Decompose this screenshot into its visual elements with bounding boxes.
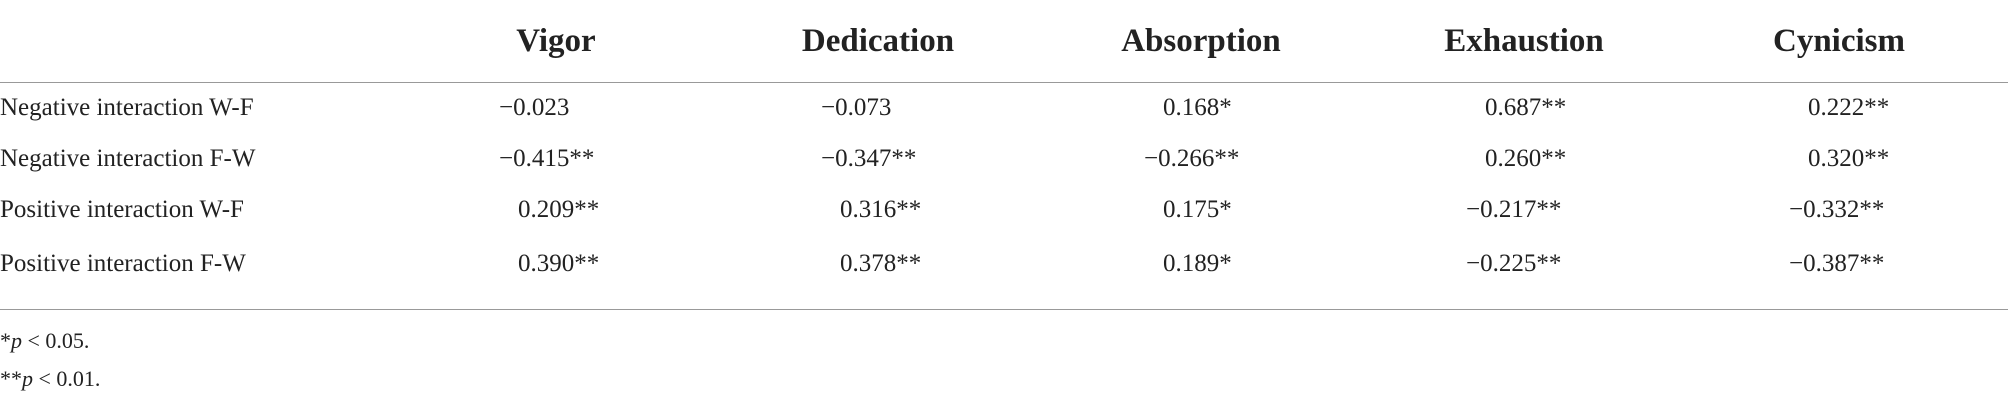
column-header: Dedication xyxy=(801,23,955,59)
cell: −0.023 xyxy=(499,94,570,121)
footnote-marker: ** xyxy=(0,366,22,391)
row-label: Negative interaction W-F xyxy=(0,94,254,121)
cell: 0.168* xyxy=(1163,94,1232,121)
cell: 0.316** xyxy=(840,196,922,223)
footnote: *p < 0.05. xyxy=(0,327,89,355)
column-header: Cynicism xyxy=(1773,23,1905,59)
header-rule xyxy=(0,82,2008,83)
cell: 0.687** xyxy=(1485,94,1567,121)
cell: 0.260** xyxy=(1485,145,1567,172)
cell: −0.266** xyxy=(1144,145,1240,172)
cell: 0.320** xyxy=(1808,145,1890,172)
cell: 0.222** xyxy=(1808,94,1890,121)
footnote-text: < 0.05. xyxy=(27,328,90,353)
cell: −0.332** xyxy=(1789,196,1885,223)
footnote-marker: * xyxy=(0,328,11,353)
cell: 0.189* xyxy=(1163,250,1232,277)
cell: −0.387** xyxy=(1789,250,1885,277)
footnote-text: < 0.01. xyxy=(38,366,101,391)
footnote-symbol: p xyxy=(22,366,33,391)
cell: 0.390** xyxy=(518,250,600,277)
cell: −0.347** xyxy=(821,145,917,172)
cell: −0.073 xyxy=(821,94,892,121)
bottom-rule xyxy=(0,309,2008,310)
cell: −0.415** xyxy=(499,145,595,172)
cell: −0.217** xyxy=(1466,196,1562,223)
column-header: Exhaustion xyxy=(1444,23,1604,59)
column-header: Vigor xyxy=(516,23,596,59)
cell: 0.209** xyxy=(518,196,600,223)
cell: 0.378** xyxy=(840,250,922,277)
footnote-symbol: p xyxy=(11,328,22,353)
cell: 0.175* xyxy=(1163,196,1232,223)
row-label: Positive interaction F-W xyxy=(0,250,246,277)
footnote: **p < 0.01. xyxy=(0,365,100,393)
row-label: Negative interaction F-W xyxy=(0,145,256,172)
cell: −0.225** xyxy=(1466,250,1562,277)
column-header: Absorption xyxy=(1121,23,1281,59)
row-label: Positive interaction W-F xyxy=(0,196,244,223)
